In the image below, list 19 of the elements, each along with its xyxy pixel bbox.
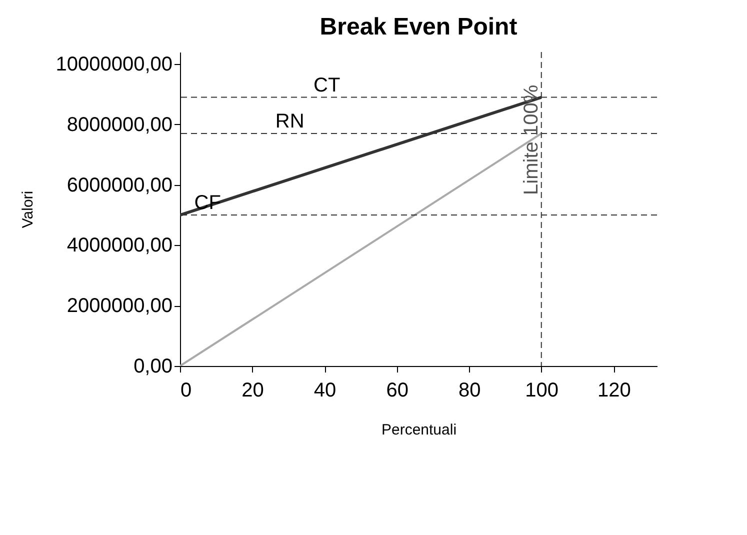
ref-line-label: Limite 100%: [520, 84, 542, 195]
chart-title: Break Even Point: [320, 14, 518, 40]
x-tick-label: 20: [242, 380, 264, 402]
x-tick-label: 0: [180, 380, 192, 402]
y-tick-label: 10000000,00: [56, 54, 172, 76]
x-tick-label: 80: [458, 380, 481, 402]
y-tick-label: 0,00: [134, 356, 172, 378]
x-tick-label: 40: [314, 380, 336, 402]
y-tick-label: 8000000,00: [66, 114, 172, 136]
y-axis-title: Valori: [20, 190, 37, 228]
y-tick-label: 2000000,00: [66, 295, 172, 318]
x-tick-label: 120: [597, 380, 631, 402]
ref-line-label: CT: [314, 74, 340, 96]
x-axis-title: Percentuali: [381, 422, 457, 438]
y-tick-label: 4000000,00: [66, 234, 172, 257]
ref-line-label: RN: [275, 110, 304, 133]
x-tick-label: 60: [386, 380, 408, 402]
x-tick-label: 100: [525, 380, 559, 402]
y-tick-label: 6000000,00: [66, 174, 172, 196]
